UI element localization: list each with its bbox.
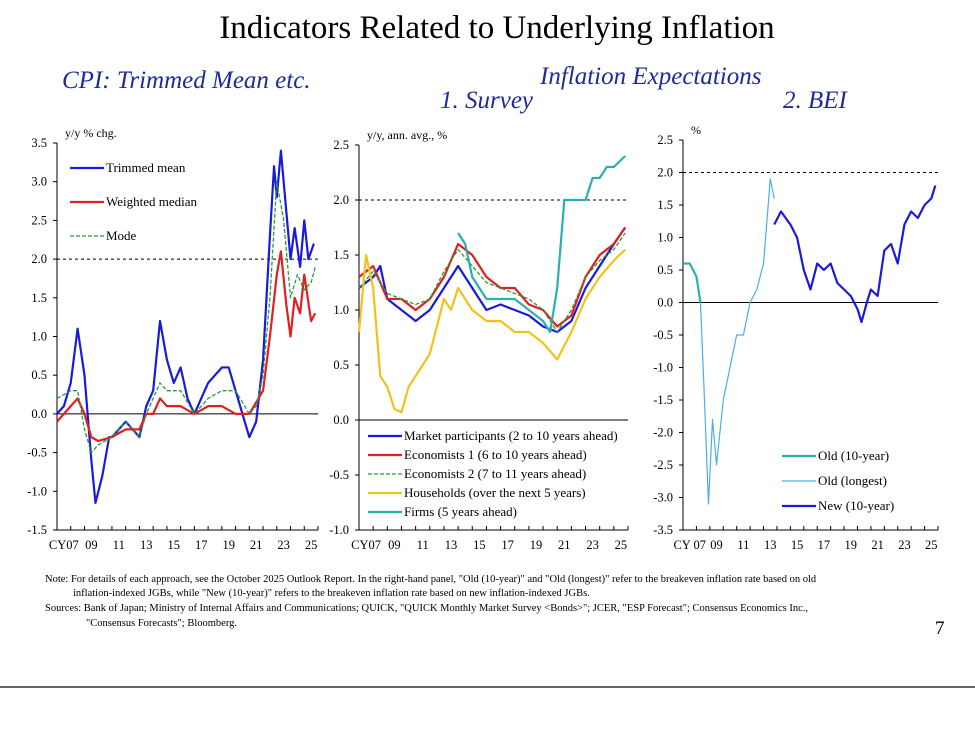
y-tick-label: -0.5: [329, 468, 349, 482]
y-tick-label: 2.5: [31, 213, 47, 227]
x-tick-label: 25: [925, 538, 938, 552]
y-tick-label: 0.5: [31, 368, 47, 382]
x-tick-label: 09: [710, 538, 723, 552]
legend-label: Mode: [106, 228, 137, 243]
y-tick-label: 2.0: [657, 166, 673, 180]
y-tick-label: 2.0: [31, 252, 47, 266]
y-tick-label: 2.0: [333, 193, 349, 207]
series-line-4: [457, 155, 626, 334]
legend-label: Market participants (2 to 10 years ahead…: [404, 428, 618, 443]
y-tick-label: -1.5: [653, 393, 673, 407]
y-tick-label: 1.0: [333, 303, 349, 317]
legend-label: Old (longest): [818, 473, 887, 488]
y-tick-label: 0.5: [333, 358, 349, 372]
series-line-3: [357, 248, 626, 414]
x-tick-label: 25: [615, 538, 628, 552]
x-tick-label: 09: [85, 538, 98, 552]
y-tick-label: -1.5: [27, 523, 47, 537]
y-tick-label: -0.5: [653, 328, 673, 342]
series-line-1: [56, 250, 317, 443]
chart-panel-1: 3.5 3.0 2.5 2.0 1.5 1.0 0.5 0.0 -0.5 -1.0 -1.5CY07…: [27, 126, 319, 552]
chart-panel-3: 2.5 2.0 1.5 1.0 0.5 0.0 -0.5 -1.0 -1.5 -2.0 -2.5 -3…: [653, 123, 939, 552]
panel-center-top-subtitle: Inflation Expectations: [539, 63, 761, 90]
legend-label: Old (10-year): [818, 448, 889, 463]
panel-left-subtitle: CPI: Trimmed Mean etc.: [62, 67, 311, 94]
series-line-2: [56, 181, 316, 454]
page-title: Indicators Related to Underlying Inflati…: [219, 10, 774, 46]
sources-line-1: Sources: Bank of Japan; Ministry of Inte…: [45, 603, 808, 614]
y-axis-unit-label: y/y, ann. avg., %: [367, 128, 447, 142]
x-tick-label: 15: [791, 538, 804, 552]
x-tick-label: 21: [250, 538, 263, 552]
y-tick-label: -1.0: [653, 361, 673, 375]
y-tick-label: 1.5: [31, 291, 47, 305]
x-tick-label: 23: [898, 538, 911, 552]
x-tick-label: CY07: [49, 538, 79, 552]
page-number: 7: [935, 618, 945, 639]
x-tick-label: 15: [168, 538, 181, 552]
legend-label: Weighted median: [106, 194, 198, 209]
legend-label: Firms (5 years ahead): [404, 504, 517, 519]
sources-line-2: "Consensus Forecasts"; Bloomberg.: [86, 618, 237, 629]
x-tick-label: CY07: [351, 538, 381, 552]
x-tick-label: 11: [737, 538, 749, 552]
x-tick-label: 19: [845, 538, 858, 552]
y-tick-label: -3.0: [653, 491, 673, 505]
x-tick-label: 19: [222, 538, 235, 552]
y-tick-label: 3.5: [31, 136, 47, 150]
x-tick-label: 23: [586, 538, 599, 552]
x-tick-label: 15: [473, 538, 486, 552]
x-tick-label: 11: [417, 538, 429, 552]
y-tick-label: 0.0: [31, 407, 47, 421]
y-tick-label: 1.5: [333, 248, 349, 262]
y-tick-label: -2.5: [653, 458, 673, 472]
x-tick-label: 17: [195, 538, 208, 552]
x-tick-label: 21: [871, 538, 884, 552]
y-tick-label: -1.0: [27, 484, 47, 498]
panel-right-subtitle: 2. BEI: [783, 87, 849, 114]
x-tick-label: 19: [530, 538, 543, 552]
series-line-1: [699, 178, 775, 505]
panel-center-subtitle: 1. Survey: [440, 87, 534, 114]
y-tick-label: 0.0: [333, 413, 349, 427]
x-tick-label: CY 07: [673, 538, 706, 552]
x-tick-label: 13: [764, 538, 777, 552]
note-line-1: Note: For details of each approach, see …: [45, 574, 817, 585]
y-tick-label: 0.0: [657, 296, 673, 310]
y-tick-label: -1.0: [329, 523, 349, 537]
series-line-0: [683, 262, 702, 303]
y-tick-label: -3.5: [653, 523, 673, 537]
x-tick-label: 25: [305, 538, 318, 552]
series-line-2: [358, 232, 626, 333]
y-tick-label: 1.0: [657, 231, 673, 245]
note-line-2: inflation-indexed JGBs, while "New (10-y…: [73, 588, 590, 599]
x-tick-label: 13: [445, 538, 458, 552]
y-axis-unit-label: %: [691, 123, 701, 137]
y-tick-label: 3.0: [31, 175, 47, 189]
y-tick-label: -0.5: [27, 446, 47, 460]
x-tick-label: 13: [140, 538, 153, 552]
legend-label: Households (over the next 5 years): [404, 485, 586, 500]
y-tick-label: 2.5: [333, 138, 349, 152]
series-line-0: [358, 226, 627, 334]
x-tick-label: 09: [388, 538, 401, 552]
y-tick-label: 0.5: [657, 263, 673, 277]
legend-label: Trimmed mean: [106, 160, 186, 175]
y-tick-label: 2.5: [657, 133, 673, 147]
x-tick-label: 21: [558, 538, 571, 552]
series-line-2: [773, 185, 937, 324]
legend-label: Economists 1 (6 to 10 years ahead): [404, 447, 587, 462]
y-tick-label: -2.0: [653, 426, 673, 440]
y-axis-unit-label: y/y % chg.: [65, 126, 117, 140]
x-tick-label: 23: [277, 538, 290, 552]
x-tick-label: 17: [818, 538, 831, 552]
x-tick-label: 11: [113, 538, 125, 552]
y-tick-label: 1.5: [657, 198, 673, 212]
legend-label: Economists 2 (7 to 11 years ahead): [404, 466, 586, 481]
x-tick-label: 17: [501, 538, 514, 552]
legend-label: New (10-year): [818, 498, 894, 513]
y-tick-label: 1.0: [31, 330, 47, 344]
